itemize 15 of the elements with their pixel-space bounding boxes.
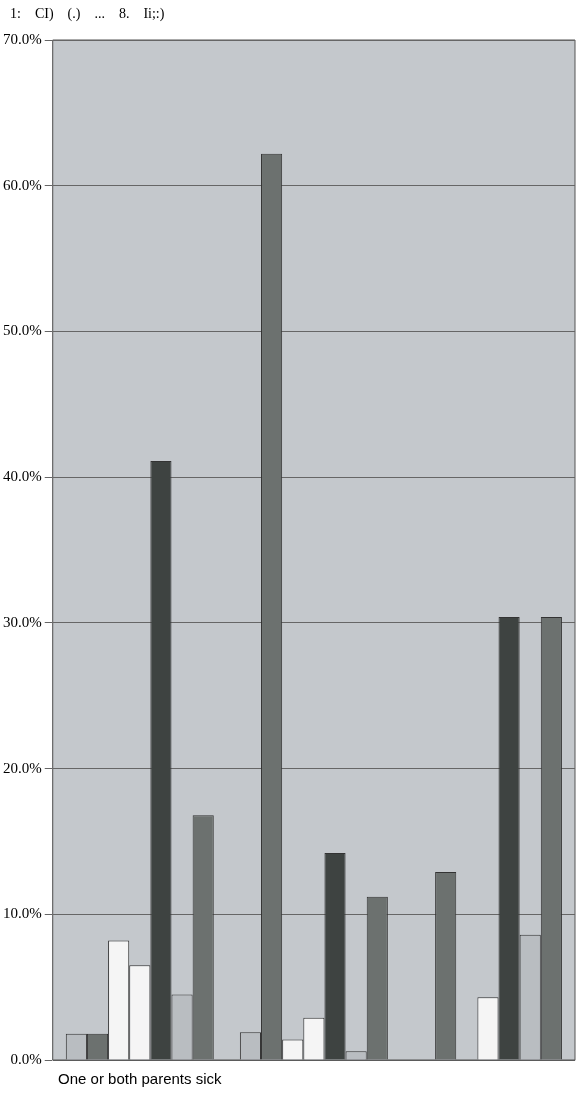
y-tick-label: 30.0% [3,613,42,630]
y-tick-label: 60.0% [3,176,42,193]
y-tick-label: 20.0% [3,759,42,776]
y-tick-label: 10.0% [3,905,42,922]
y-tick-label: 70.0% [3,30,42,47]
x-tick-label: One or both parents sick [58,1070,222,1088]
text: ... [94,6,105,22]
text: (.) [67,6,81,22]
text: CI) [34,6,54,22]
text: Ii;:) [143,6,165,22]
y-tick-label: 50.0% [3,322,42,339]
y-tick-label: 0.0% [10,1050,42,1067]
text: 8. [118,6,130,22]
y-tick-label: 40.0% [3,468,42,485]
text: 1: [10,6,21,22]
